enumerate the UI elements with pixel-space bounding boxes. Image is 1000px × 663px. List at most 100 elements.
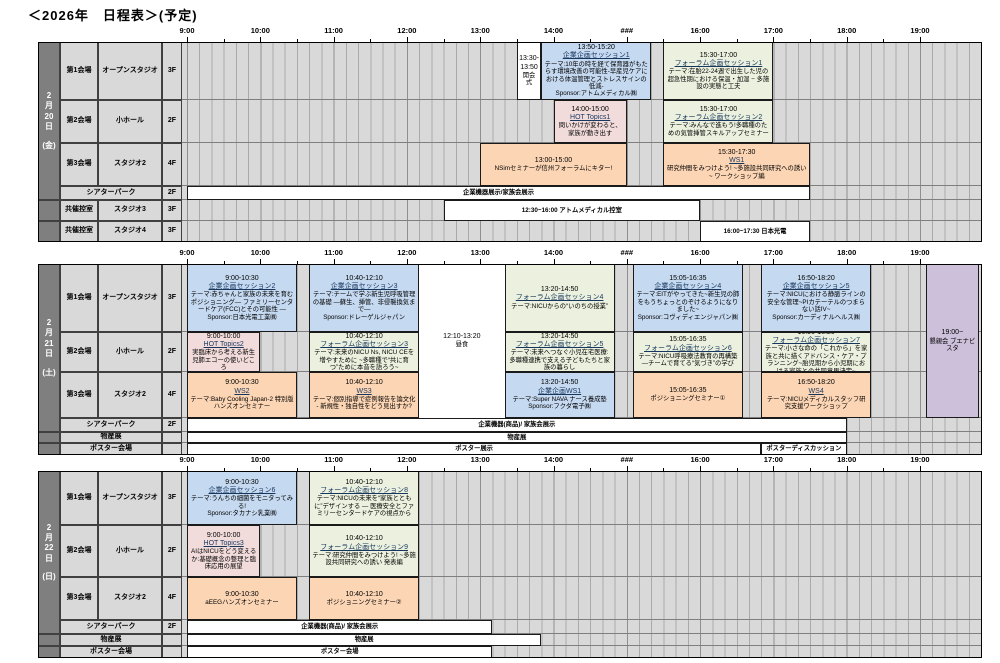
axis-tick bbox=[260, 259, 262, 264]
event-block[interactable]: 13:20-14:50 フォーラム企画セッション5 テーマ:未来へつなぐ小児在宅医療… bbox=[504, 332, 615, 372]
date-cell-spacer bbox=[38, 443, 60, 455]
axis-half-tick bbox=[663, 261, 665, 264]
date-cell-spacer bbox=[38, 200, 60, 221]
axis-half-tick bbox=[370, 39, 372, 42]
event-block[interactable]: 13:50-15:20 企業企画セッション1 テーマ:10年の時を経て保育器がもたら… bbox=[541, 42, 652, 100]
event-block[interactable]: 9:00-10:00 HOT Topics3 AIはNICUをどう変えるか:基礎概念… bbox=[187, 525, 261, 577]
axis-half-tick bbox=[296, 468, 298, 471]
floor-cell: 2F bbox=[162, 525, 182, 577]
venue-cell: 共催控室 bbox=[60, 200, 98, 221]
axis-half-tick bbox=[516, 468, 518, 471]
event-block[interactable]: 16:50-18:20 フォーラム企画セッション7 テーマ:小さな命の「これから」を… bbox=[761, 332, 872, 372]
event-block[interactable]: 物産展 bbox=[187, 634, 542, 646]
floor-cell: 3F bbox=[162, 42, 182, 100]
event-block[interactable]: 15:05-16:35 ポジショニングセミナー① bbox=[632, 372, 743, 418]
date-cell: 2 月 21 日 (土) bbox=[38, 264, 60, 432]
floor-cell: 3F bbox=[162, 471, 182, 525]
event-block[interactable]: 16:50-18:20 WS4 テーマ:NICUメディカルスタッフ研究支援ワークショ… bbox=[761, 372, 872, 418]
axis-tick bbox=[333, 259, 335, 264]
axis-time-label: 11:00 bbox=[324, 248, 343, 257]
event-block[interactable]: ポスター展示 bbox=[187, 443, 762, 455]
event-block[interactable]: 15:05-16:35 フォーラム企画セッション6 テーマ:NICU呼吸療法教育の再… bbox=[632, 332, 743, 372]
axis-half-tick bbox=[883, 39, 885, 42]
axis-time-label: ### bbox=[620, 26, 634, 35]
event-block[interactable]: 15:05-16:35 企業企画セッション4 テーマ:EITがやってきた~新生児の肺… bbox=[632, 264, 743, 332]
axis-half-tick bbox=[736, 39, 738, 42]
axis-time-label: 11:00 bbox=[324, 455, 343, 464]
floor-cell: 3F bbox=[162, 221, 182, 242]
axis-tick bbox=[260, 37, 262, 42]
event-block[interactable]: 9:00-10:30 企業企画セッション2 テーマ:赤ちゃんと家族の未来を育むポジシ… bbox=[187, 264, 297, 332]
axis-time-label: 9:00 bbox=[179, 26, 195, 35]
event-block[interactable]: 15:30-17:00 フォーラム企画セッション2 テーマ:みんなで進もう!多職種の… bbox=[663, 100, 774, 143]
event-block[interactable]: ポスター会場 bbox=[187, 646, 493, 658]
axis-time-label: 18:00 bbox=[837, 455, 857, 464]
event-block[interactable]: 9:00-10:30 WS2 テーマ:Baby Cooling Japan-2 特別… bbox=[187, 372, 297, 418]
event-block[interactable]: 12:10-13:20 昼食 bbox=[419, 264, 505, 418]
axis-time-label: 18:00 bbox=[837, 248, 857, 257]
axis-time-label: 17:00 bbox=[763, 455, 783, 464]
axis-half-tick bbox=[810, 39, 812, 42]
axis-tick bbox=[626, 37, 628, 42]
axis-time-label: 12:00 bbox=[397, 26, 417, 35]
venue-cell: 第1会場 bbox=[60, 264, 98, 332]
floor-cell: 2F bbox=[162, 620, 182, 634]
event-block[interactable]: 13:20-14:50 フォーラム企画セッション4 テーマ:NICUからの“いのちの… bbox=[504, 264, 615, 332]
event-block[interactable]: 企業機器(商品)/ 家族会展示 bbox=[187, 620, 493, 634]
event-block[interactable]: 12:30~16:00 アトムメディカル控室 bbox=[443, 200, 701, 221]
axis-tick bbox=[480, 466, 482, 471]
event-block[interactable]: 13:00-15:00 NSimセミナーが信州フォーラムにキター! bbox=[480, 143, 627, 186]
axis-tick bbox=[406, 466, 408, 471]
event-block[interactable]: 9:00-10:00 HOT Topics2 実臨床から考える新生児肺エコーの使いど… bbox=[187, 332, 261, 372]
axis-half-tick bbox=[443, 261, 445, 264]
axis-half-tick bbox=[736, 468, 738, 471]
axis-tick bbox=[187, 259, 188, 264]
event-block[interactable]: 10:40-12:10 企業企画セッション3 テーマ:チームで学ぶ新生児呼吸管理の基… bbox=[309, 264, 420, 332]
event-block[interactable]: 16:50-18:20 企業企画セッション5 テーマ:NICUにおける静脈ラインの安… bbox=[761, 264, 872, 332]
axis-half-tick bbox=[810, 468, 812, 471]
event-block[interactable]: 16:00~17:30 日本光電 bbox=[700, 221, 811, 242]
event-block[interactable]: 15:30-17:30 WS1 研究仲間をみつけよう! ~多施設共同研究への誘い~ … bbox=[663, 143, 811, 186]
axis-time-label: 13:00 bbox=[470, 26, 490, 35]
event-block[interactable]: 9:00-10:30 企業企画セッション6 テーマ:うんちの細菌をモニタってみる! S… bbox=[187, 471, 297, 525]
event-block[interactable]: 物産展 bbox=[187, 432, 847, 443]
date-cell: 2 月 20 日 (金) bbox=[38, 42, 60, 200]
event-block[interactable]: ポスターディスカッション bbox=[761, 443, 847, 455]
event-block[interactable]: 10:40-12:10 ポジショニングセミナー② bbox=[309, 577, 420, 620]
axis-tick bbox=[553, 466, 555, 471]
event-block[interactable]: 10:40-12:10 フォーラム企画セッション3 テーマ:未来のNICU Ns, … bbox=[309, 332, 420, 372]
axis-half-tick bbox=[223, 261, 225, 264]
axis-time-label: 17:00 bbox=[763, 26, 783, 35]
event-block[interactable]: 10:40-12:10 フォーラム企画セッション9 テーマ:研究仲間をみつけよう! … bbox=[309, 525, 420, 577]
axis-time-label: 16:00 bbox=[690, 26, 710, 35]
axis-time-label: 10:00 bbox=[250, 248, 270, 257]
event-block[interactable]: 企業機器(商品)/ 家族会展示 bbox=[187, 418, 847, 432]
axis-time-label: ### bbox=[620, 455, 634, 464]
event-block[interactable]: 10:40-12:10 WS3 テーマ:個別指導で症例報告を論文化 - 新規性・独自… bbox=[309, 372, 420, 418]
axis-half-tick bbox=[296, 261, 298, 264]
timeline-grid-row bbox=[182, 525, 982, 577]
event-block[interactable]: 13:20-14:50 企業企画WS1 テーマ:Super NAVA ナース養成塾 S… bbox=[504, 372, 615, 418]
event-block[interactable]: 10:40-12:10 フォーラム企画セッション8 テーマ:NICUの未来を“家族と… bbox=[309, 471, 420, 525]
venue-cell: 共催控室 bbox=[60, 221, 98, 242]
event-block[interactable]: 15:30-17:00 フォーラム企画セッション1 テーマ:在胎22-24週で出生し… bbox=[663, 42, 774, 100]
event-block[interactable]: 企業機器展示/家族会展示 bbox=[187, 186, 811, 200]
axis-time-label: 14:00 bbox=[543, 26, 564, 35]
axis-tick bbox=[846, 259, 848, 264]
event-block[interactable]: 13:30-13:50 開会式 bbox=[516, 42, 542, 100]
event-block[interactable]: 14:00-15:00 HOT Topics1 問いかけが変わると、家族が動き出す bbox=[553, 100, 627, 143]
date-cell-spacer bbox=[38, 634, 60, 646]
axis-time-label: 16:00 bbox=[690, 248, 710, 257]
axis-half-tick bbox=[590, 468, 592, 471]
floor-cell: 4F bbox=[162, 577, 182, 620]
axis-tick bbox=[553, 37, 555, 42]
venue-cell: ポスター会場 bbox=[60, 646, 162, 658]
event-block[interactable]: 19:00~ 懇親会 ブエナビスタ bbox=[926, 264, 979, 418]
event-block[interactable]: 9:00-10:30 aEEGハンズオンセミナー bbox=[187, 577, 297, 620]
axis-half-tick bbox=[516, 261, 518, 264]
axis-tick bbox=[700, 259, 702, 264]
axis-time-label: 19:00 bbox=[910, 455, 930, 464]
venue-cell: シアターパーク bbox=[60, 620, 162, 634]
axis-half-tick bbox=[516, 39, 518, 42]
